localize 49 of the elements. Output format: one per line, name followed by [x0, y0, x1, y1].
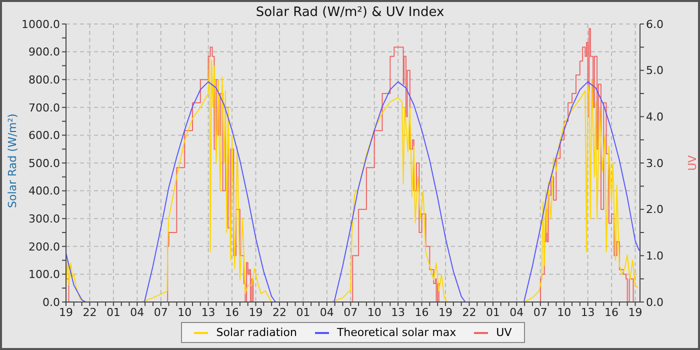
y-tick-label: 900.0	[28, 46, 60, 59]
legend-label: Theoretical solar max	[336, 326, 456, 339]
y2-axis-title: UV	[686, 154, 699, 171]
x-tick-label: 01	[486, 306, 500, 319]
legend-label: Solar radiation	[215, 326, 297, 339]
x-tick-label: 01	[296, 306, 310, 319]
y-tick-label: 800.0	[28, 74, 60, 87]
x-tick-label: 19	[628, 306, 642, 319]
x-tick-label: 04	[320, 306, 334, 319]
y-tick-label: 600.0	[28, 129, 60, 142]
x-tick-label: 10	[557, 306, 572, 319]
y-axis-title: Solar Rad (W/m²)	[6, 114, 19, 208]
x-tick-label: 16	[414, 306, 429, 319]
x-tick-label: 13	[580, 306, 595, 319]
x-tick-label: 19	[438, 306, 453, 319]
x-tick-label: 22	[82, 306, 97, 319]
chart-title: Solar Rad (W/m²) & UV Index	[256, 5, 444, 20]
x-tick-label: 07	[533, 306, 548, 319]
x-tick-label: 19	[248, 306, 263, 319]
y-tick-label: 1000.0	[22, 18, 60, 31]
y2-tick-label: 2.0	[646, 203, 664, 216]
y2-tick-label: 4.0	[646, 110, 664, 124]
x-tick-label: 13	[391, 306, 406, 319]
y-tick-label: 200.0	[28, 240, 60, 254]
x-tick-label: 13	[201, 306, 216, 319]
x-tick-label: 07	[154, 306, 168, 319]
y2-tick-label: 1.0	[646, 250, 664, 263]
y-tick-label: 400.0	[28, 184, 60, 198]
x-tick-label: 22	[462, 306, 476, 319]
x-tick-label: 16	[604, 306, 619, 319]
x-tick-label: 10	[178, 306, 192, 319]
y2-tick-label: 6.0	[646, 18, 664, 31]
y2-tick-label: 0.0	[646, 296, 664, 309]
x-tick-label: 04	[510, 306, 524, 319]
x-tick-label: 19	[59, 306, 73, 319]
y-tick-label: 700.0	[28, 101, 60, 114]
x-tick-label: 04	[130, 306, 144, 319]
y-tick-label: 300.0	[28, 212, 60, 226]
y-tick-label: 500.0	[28, 156, 60, 170]
x-tick-label: 16	[225, 306, 240, 319]
x-tick-label: 01	[106, 306, 120, 319]
x-tick-label: 10	[367, 306, 382, 319]
y2-tick-label: 3.0	[646, 156, 664, 170]
y-tick-label: 0.0	[42, 296, 60, 309]
legend-label: UV	[495, 326, 512, 339]
x-tick-label: 22	[272, 306, 286, 319]
y-tick-label: 100.0	[28, 268, 60, 282]
y2-tick-label: 5.0	[646, 64, 664, 78]
x-tick-label: 07	[344, 306, 358, 319]
